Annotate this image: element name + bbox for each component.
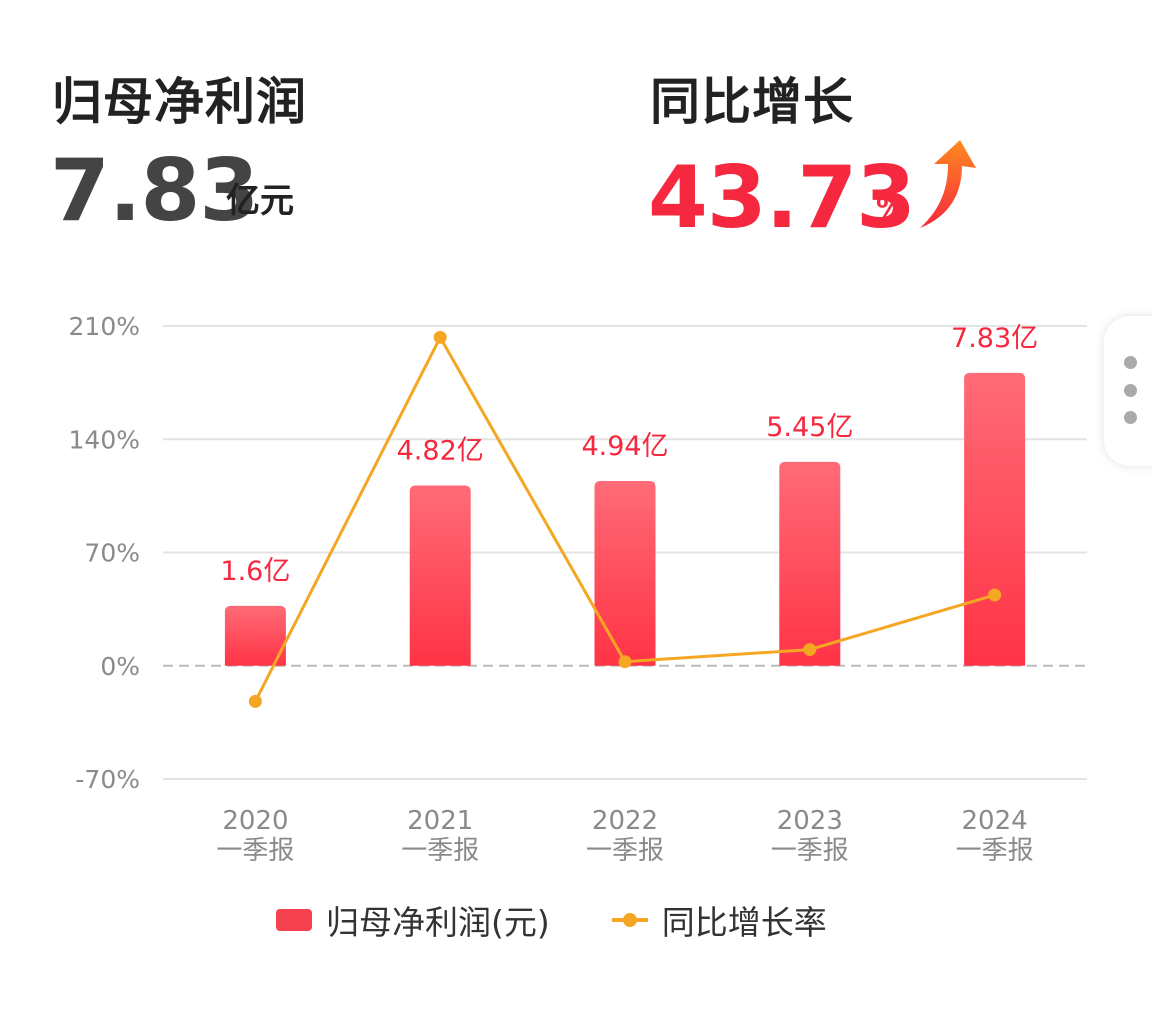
legend-profit-label: 归母净利润(元) (326, 903, 550, 942)
profit-kpi-value: 7.83 (50, 141, 259, 241)
x-category-year: 2022 (592, 806, 658, 836)
profit-bar (594, 481, 656, 666)
x-category-year: 2020 (222, 806, 288, 836)
y-tick-label: 210% (69, 312, 140, 341)
growth-point (988, 588, 1002, 602)
profit-bar (779, 461, 841, 666)
arrow-up-icon (920, 140, 976, 228)
x-category-period: 一季报 (586, 836, 664, 866)
profit-bar (224, 605, 286, 666)
legend-growth-label: 同比增长率 (661, 903, 827, 942)
x-category-period: 一季报 (771, 836, 849, 866)
profit-kpi-unit: 亿元 (226, 181, 294, 221)
growth-kpi-unit: % (876, 191, 905, 224)
x-category-year: 2021 (407, 806, 473, 836)
chart-legend: 归母净利润(元) 同比增长率 (276, 896, 889, 944)
y-tick-label: 70% (84, 539, 140, 568)
legend-item-profit[interactable]: 归母净利润(元) (276, 896, 550, 944)
profit-kpi-label: 归母净利润 (52, 73, 307, 131)
growth-kpi-value: 43.73 (648, 148, 916, 248)
y-tick-label: 0% (100, 652, 140, 681)
y-tick-label: 140% (69, 425, 140, 454)
legend-line-swatch (611, 909, 648, 931)
growth-point (618, 655, 632, 669)
bar-value-label: 5.45亿 (766, 412, 853, 443)
x-category-year: 2024 (962, 806, 1028, 836)
growth-point (248, 694, 262, 708)
profit-chart: 210% 140% 70% 0% -70% 1.6亿 4.82亿 4.94亿 5.45亿 7.8… (69, 312, 1087, 866)
profit-bar (964, 372, 1026, 666)
bar-value-label: 4.82亿 (397, 435, 484, 466)
y-tick-label: -70% (75, 765, 140, 794)
growth-point (803, 643, 817, 657)
x-category-period: 一季报 (401, 836, 479, 866)
x-category-year: 2023 (777, 806, 843, 836)
bar-value-label: 7.83亿 (951, 323, 1038, 354)
bar-value-label: 1.6亿 (220, 556, 290, 587)
growth-point (433, 330, 447, 344)
profit-bar (409, 485, 471, 666)
bar-value-label: 4.94亿 (581, 431, 668, 462)
legend-item-growth[interactable]: 同比增长率 (611, 896, 827, 944)
more-dot-icon (1124, 356, 1137, 369)
more-dot-icon (1124, 384, 1137, 397)
side-more-handle[interactable] (1104, 316, 1152, 466)
x-category-period: 一季报 (956, 836, 1034, 866)
legend-bar-swatch (276, 909, 312, 931)
more-dot-icon (1124, 411, 1137, 424)
growth-kpi-label: 同比增长 (650, 73, 854, 131)
x-category-period: 一季报 (216, 836, 294, 866)
